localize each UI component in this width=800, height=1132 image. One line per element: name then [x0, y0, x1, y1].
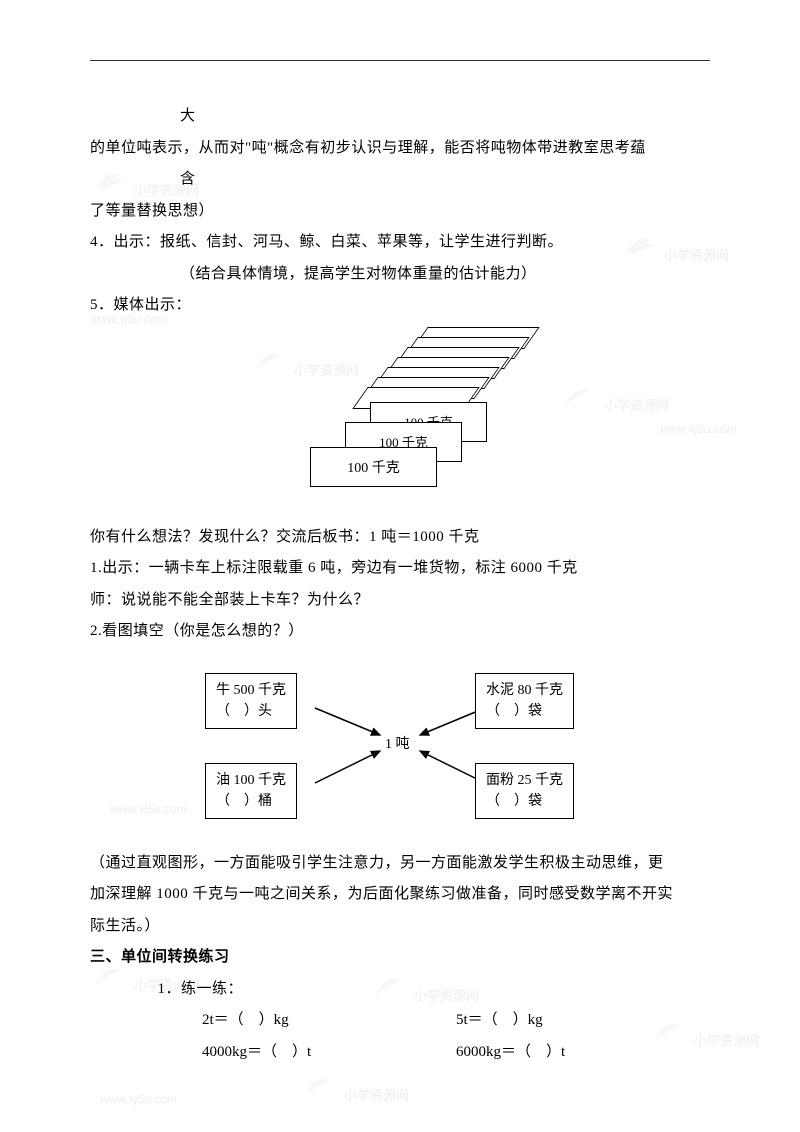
text-line: （通过直观图形，一方面能吸引学生注意力，另一方面能激发学生积极主动思维，更 [90, 848, 710, 880]
text-line: 含 [90, 164, 710, 196]
box-cement: 水泥 80 千克 （ ）袋 [475, 673, 574, 729]
stacked-papers-diagram: 100 千克 100 千克 100 千克 [250, 327, 550, 507]
section-heading-3: 三、单位间转换练习 [90, 942, 710, 974]
item4-note: （结合具体情境，提高学生对物体重量的估计能力） [90, 259, 710, 291]
box-line: 水泥 80 千克 [486, 683, 563, 698]
exercise-item: 6000kg＝（ ）t [456, 1037, 710, 1069]
text-line: 加深理解 1000 千克与一吨之间关系，为后面化聚练习做准备，同时感受数学离不开… [90, 879, 710, 911]
fill-blank-diagram: 牛 500 千克 （ ）头 水泥 80 千克 （ ）袋 1 吨 油 100 千克… [175, 663, 625, 823]
document-page: 大 的单位吨表示，从而对"吨"概念有初步认识与理解，能否将吨物体带进教室思考蕴 … [0, 0, 800, 1108]
list-item-4: 4．出示：报纸、信封、河马、鲸、白菜、苹果等，让学生进行判断。 [90, 227, 710, 259]
box-oil: 油 100 千克 （ ）桶 [205, 763, 297, 819]
box-line: （ ）袋 [486, 704, 542, 719]
box-line: （ ）头 [216, 704, 272, 719]
text-line: 2.看图填空（你是怎么想的？） [90, 616, 710, 648]
exercise-title: 1．练一练： [90, 974, 710, 1006]
box-line: 牛 500 千克 [216, 683, 286, 698]
text-line: 了等量替换思想） [90, 196, 710, 228]
box-line: （ ）桶 [216, 794, 272, 809]
center-1ton: 1 吨 [385, 733, 410, 753]
text-line: 1.出示：一辆卡车上标注限载重 6 吨，旁边有一堆货物，标注 6000 千克 [90, 553, 710, 585]
exercise-item: 4000kg＝（ ）t [202, 1037, 456, 1069]
text-line: 际生活。） [90, 911, 710, 943]
text-line: 的单位吨表示，从而对"吨"概念有初步认识与理解，能否将吨物体带进教室思考蕴 [90, 133, 710, 165]
list-item-5: 5．媒体出示： [90, 290, 710, 322]
text-line: 大 [90, 101, 710, 133]
exercise-item: 2t＝（ ）kg [202, 1005, 456, 1037]
exercise-row: 4000kg＝（ ）t 6000kg＝（ ）t [90, 1037, 710, 1069]
box-cattle: 牛 500 千克 （ ）头 [205, 673, 297, 729]
box-line: 油 100 千克 [216, 773, 286, 788]
box-line: 面粉 25 千克 [486, 773, 563, 788]
box-line: （ ）袋 [486, 794, 542, 809]
box-flour: 面粉 25 千克 （ ）袋 [475, 763, 574, 819]
paper-label: 100 千克 [310, 447, 437, 487]
text-line: 你有什么想法？发现什么？交流后板书：1 吨＝1000 千克 [90, 522, 710, 554]
text-line: 师：说说能不能全部装上卡车？为什么？ [90, 585, 710, 617]
header-rule [90, 60, 710, 61]
exercise-item: 5t＝（ ）kg [456, 1005, 710, 1037]
exercise-row: 2t＝（ ）kg 5t＝（ ）kg [90, 1005, 710, 1037]
